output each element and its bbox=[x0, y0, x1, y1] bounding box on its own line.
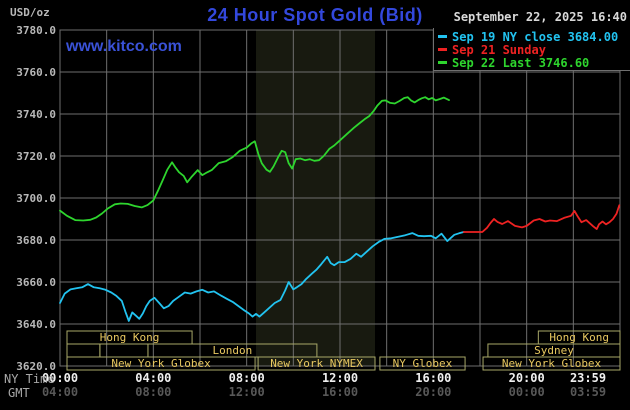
session-box bbox=[66, 343, 101, 358]
legend-item-sep22: Sep 22 Last 3746.60 bbox=[438, 56, 590, 70]
x-axis-tick-label-gmt: 03:59 bbox=[569, 385, 607, 399]
plot-border bbox=[59, 29, 621, 367]
sep22-price-line bbox=[59, 96, 450, 222]
session-box bbox=[66, 356, 256, 371]
page-title: 24 Hour Spot Gold (Bid) bbox=[207, 5, 423, 25]
x-axis-tick-label-nytime: 04:00 bbox=[135, 371, 172, 385]
x-axis-tick-label-gmt: 00:00 bbox=[508, 385, 545, 399]
session-label: New York Globex bbox=[502, 357, 602, 370]
y-axis-tick-label: 3720.0 bbox=[16, 150, 56, 163]
y-axis-tick-label: 3680.0 bbox=[16, 234, 56, 247]
legend-label: Sep 21 Sunday bbox=[452, 43, 546, 57]
y-axis-unit-label: USD/oz bbox=[10, 6, 50, 19]
x-axis-tick-label-nytime: 00:00 bbox=[41, 371, 79, 385]
legend-item-sep19: Sep 19 NY close 3684.00 bbox=[438, 30, 619, 44]
x-axis-tick-label-gmt: 08:00 bbox=[135, 385, 172, 399]
chart-datetime: September 22, 2025 16:40 bbox=[453, 10, 627, 24]
session-box bbox=[482, 356, 621, 371]
x-axis-tick-label-nytime: 12:00 bbox=[321, 371, 359, 385]
x-axis-tick-label-nytime: 16:00 bbox=[415, 371, 452, 385]
kitco-watermark: www.kitco.com bbox=[66, 38, 182, 55]
y-axis-tick-label: 3660.0 bbox=[16, 276, 56, 289]
legend: Sep 19 NY close 3684.00 Sep 21 Sunday Se… bbox=[433, 28, 630, 71]
x-axis-tick-label-gmt: 16:00 bbox=[321, 385, 359, 399]
sep21-color-swatch bbox=[438, 47, 447, 51]
session-label: London bbox=[213, 344, 253, 357]
gmt-row-label: GMT bbox=[8, 386, 30, 400]
x-axis-tick-label-gmt: 20:00 bbox=[415, 385, 452, 399]
session-box bbox=[379, 356, 466, 371]
y-axis-tick-label: 3780.0 bbox=[16, 24, 56, 37]
session-label: New York Globex bbox=[111, 357, 211, 370]
x-axis-tick-label-gmt: 12:00 bbox=[228, 385, 265, 399]
y-axis-tick-label: 3640.0 bbox=[16, 318, 56, 331]
y-axis-tick-label: 3740.0 bbox=[16, 108, 56, 121]
session-label: NY Globex bbox=[393, 357, 453, 370]
y-axis-tick-label: 3620.0 bbox=[16, 360, 56, 373]
sep22-color-swatch bbox=[438, 60, 447, 64]
session-label: New York NYMEX bbox=[270, 357, 363, 370]
legend-label: Sep 19 NY close 3684.00 bbox=[452, 30, 619, 44]
legend-item-sep21: Sep 21 Sunday bbox=[438, 43, 546, 57]
x-axis-tick-label-gmt: 04:00 bbox=[41, 385, 79, 399]
y-axis-tick-label: 3760.0 bbox=[16, 66, 56, 79]
x-axis-tick-label-nytime: 20:00 bbox=[508, 371, 545, 385]
x-axis-tick-label-nytime: 23:59 bbox=[569, 371, 607, 385]
ny-time-row-label: NY Time bbox=[4, 372, 55, 386]
session-label: Hong Kong bbox=[100, 331, 160, 344]
session-label: Hong Kong bbox=[549, 331, 609, 344]
session-box bbox=[257, 356, 376, 371]
sep19-color-swatch bbox=[438, 34, 447, 38]
session-label: Sydney bbox=[534, 344, 574, 357]
y-axis-tick-label: 3700.0 bbox=[16, 192, 56, 205]
x-axis-tick-label-nytime: 08:00 bbox=[228, 371, 265, 385]
sep21-price-line bbox=[462, 204, 621, 233]
sep19-price-line bbox=[59, 231, 465, 322]
legend-label: Sep 22 Last 3746.60 bbox=[452, 56, 590, 70]
